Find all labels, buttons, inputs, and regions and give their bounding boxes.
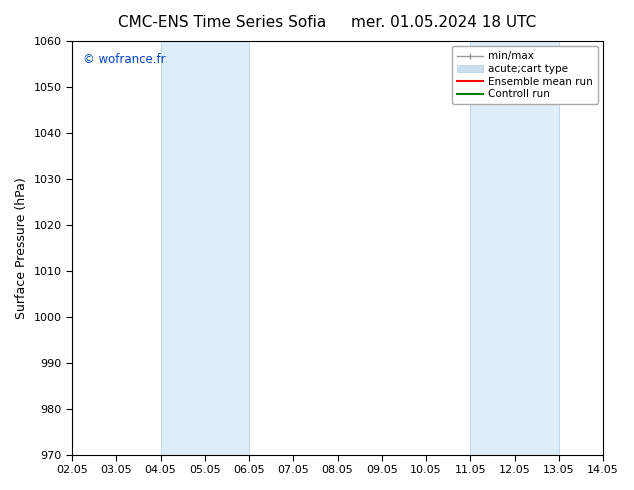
Text: © wofrance.fr: © wofrance.fr <box>82 53 165 67</box>
Y-axis label: Surface Pressure (hPa): Surface Pressure (hPa) <box>15 177 28 318</box>
Text: mer. 01.05.2024 18 UTC: mer. 01.05.2024 18 UTC <box>351 15 536 30</box>
Text: CMC-ENS Time Series Sofia: CMC-ENS Time Series Sofia <box>118 15 326 30</box>
Bar <box>160 41 249 455</box>
Legend: min/max, acute;cart type, Ensemble mean run, Controll run: min/max, acute;cart type, Ensemble mean … <box>451 46 598 104</box>
Bar <box>470 41 559 455</box>
